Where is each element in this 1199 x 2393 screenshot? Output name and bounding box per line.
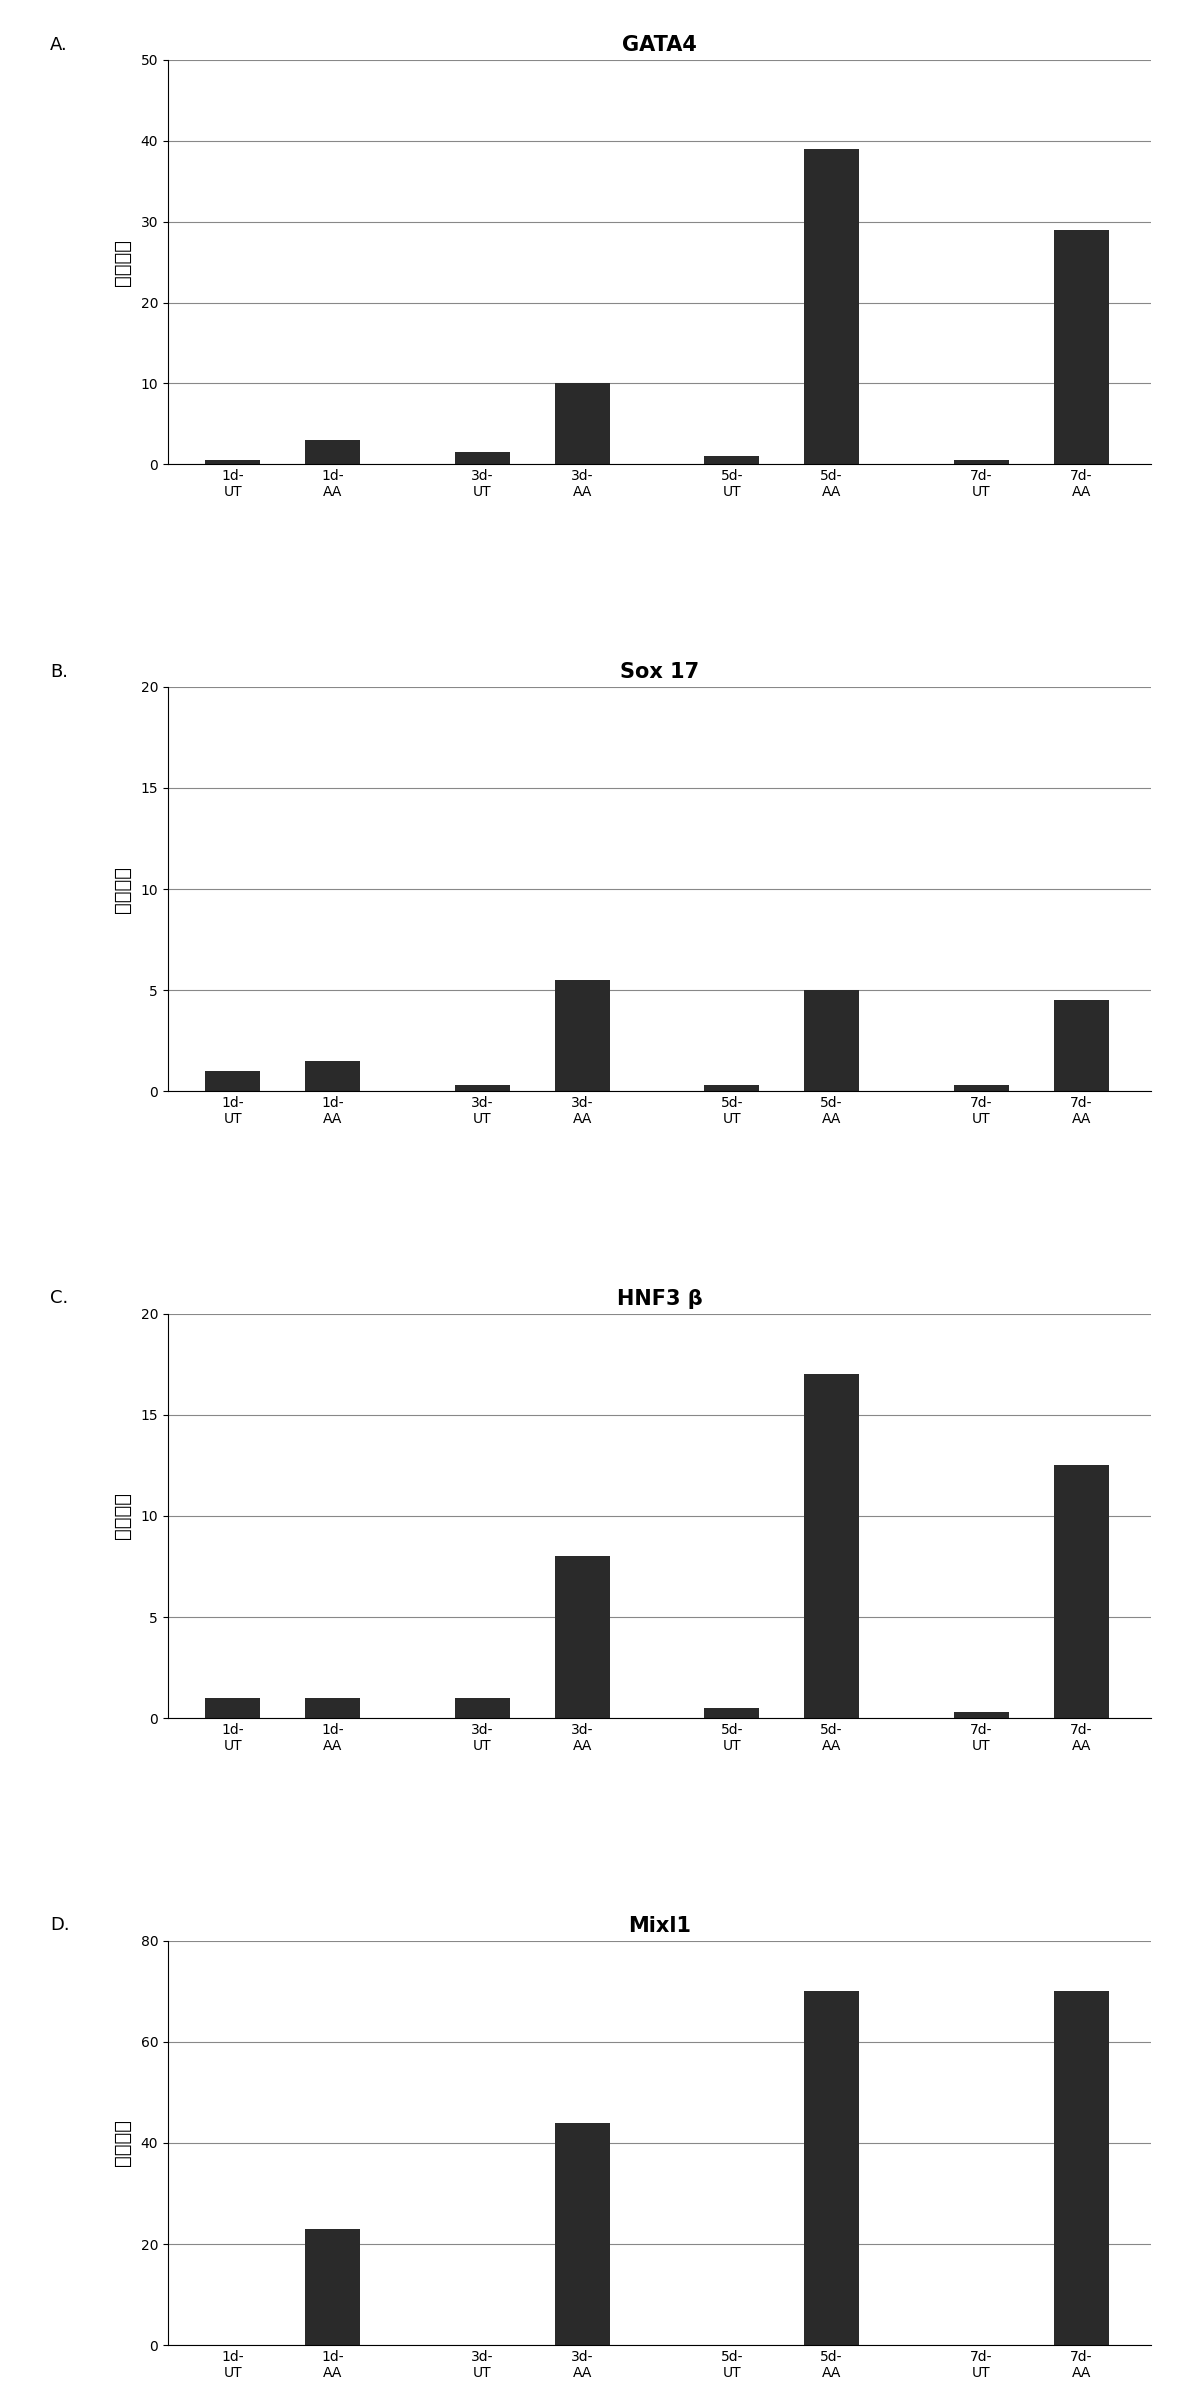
Y-axis label: 增加倍数: 增加倍数 — [113, 866, 132, 912]
Text: A.: A. — [50, 36, 67, 53]
Bar — [704, 1709, 759, 1718]
Bar — [555, 1555, 609, 1718]
Y-axis label: 增加倍数: 增加倍数 — [113, 1493, 132, 1539]
Title: GATA4: GATA4 — [622, 36, 697, 55]
Bar — [805, 148, 858, 464]
Bar — [954, 459, 1008, 464]
Text: D.: D. — [50, 1917, 70, 1934]
Bar — [305, 2228, 360, 2345]
Title: HNF3 β: HNF3 β — [616, 1290, 703, 1309]
Bar — [305, 1699, 360, 1718]
Bar — [555, 2123, 609, 2345]
Bar — [954, 1084, 1008, 1091]
Bar — [205, 459, 260, 464]
Bar — [454, 1699, 510, 1718]
Bar — [1054, 1465, 1109, 1718]
Y-axis label: 增加倍数: 增加倍数 — [113, 239, 132, 285]
Y-axis label: 增加倍数: 增加倍数 — [113, 2120, 132, 2166]
Bar — [1054, 230, 1109, 464]
Bar — [555, 383, 609, 464]
Bar — [1054, 1000, 1109, 1091]
Bar — [704, 1084, 759, 1091]
Bar — [205, 1699, 260, 1718]
Bar — [1054, 1991, 1109, 2345]
Bar — [305, 1060, 360, 1091]
Bar — [805, 991, 858, 1091]
Bar — [454, 1084, 510, 1091]
Bar — [555, 981, 609, 1091]
Bar — [954, 1711, 1008, 1718]
Text: C.: C. — [50, 1290, 68, 1307]
Bar — [805, 1374, 858, 1718]
Text: B.: B. — [50, 663, 68, 680]
Bar — [704, 457, 759, 464]
Title: Mixl1: Mixl1 — [628, 1917, 691, 1936]
Bar — [205, 1072, 260, 1091]
Bar — [305, 440, 360, 464]
Bar — [805, 1991, 858, 2345]
Bar — [454, 452, 510, 464]
Title: Sox 17: Sox 17 — [620, 663, 699, 682]
